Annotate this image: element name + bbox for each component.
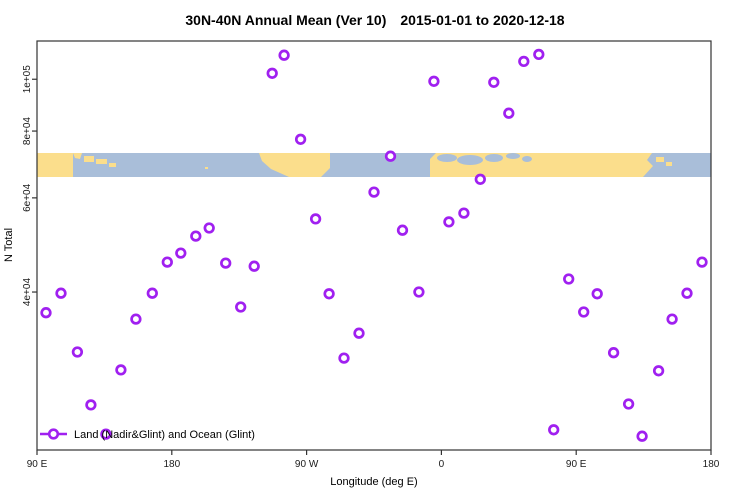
x-axis-title: Longitude (deg E) xyxy=(330,476,417,488)
data-point xyxy=(175,247,187,259)
data-point xyxy=(190,230,202,242)
land-japan-3 xyxy=(109,163,116,167)
data-point xyxy=(652,365,665,377)
data-point xyxy=(636,430,648,442)
land-korea xyxy=(73,153,82,159)
x-tick-label: 90 W xyxy=(295,459,319,470)
data-point xyxy=(413,286,425,298)
y-tick-label: 1e+05 xyxy=(22,65,33,94)
data-point xyxy=(40,307,52,319)
sea-caspian xyxy=(522,156,532,162)
data-point xyxy=(681,287,693,299)
data-point xyxy=(666,313,678,325)
data-point xyxy=(278,49,290,61)
data-point xyxy=(266,67,278,79)
data-point xyxy=(607,347,620,359)
data-points-layer xyxy=(40,48,708,442)
data-point xyxy=(55,287,67,299)
data-point xyxy=(696,256,708,268)
data-point xyxy=(71,346,84,358)
y-tick-label: 6e+04 xyxy=(22,183,33,212)
y-axis-title: N Total xyxy=(3,228,15,262)
data-point xyxy=(518,55,530,68)
data-point xyxy=(428,75,440,87)
data-point xyxy=(130,313,142,325)
data-point xyxy=(100,428,112,440)
data-point xyxy=(323,288,335,300)
data-point xyxy=(474,173,486,185)
data-point xyxy=(146,287,158,299)
data-point xyxy=(396,224,409,236)
sea-west-med xyxy=(437,154,457,162)
legend-point-symbol xyxy=(47,428,60,440)
land-japan-2 xyxy=(96,159,107,164)
land-japan-1 xyxy=(84,156,94,162)
land-asia-left xyxy=(37,153,73,177)
data-point xyxy=(368,186,380,198)
y-tick-label: 8e+04 xyxy=(22,117,33,146)
world-map-band xyxy=(37,153,711,177)
data-point xyxy=(309,213,322,225)
x-tick-label: 0 xyxy=(439,459,445,470)
legend-label: Land (Nadir&Glint) and Ocean (Glint) xyxy=(74,429,255,441)
y-tick-label: 4e+04 xyxy=(22,278,33,307)
land-island-pacific xyxy=(205,167,208,169)
data-point xyxy=(203,222,215,234)
data-point xyxy=(353,327,365,339)
data-point xyxy=(161,256,173,268)
data-point xyxy=(338,352,350,364)
data-point xyxy=(248,260,260,272)
data-point xyxy=(235,301,247,313)
plot-box xyxy=(36,40,712,451)
x-tick-label: 180 xyxy=(703,459,720,470)
x-tick-label: 90 E xyxy=(27,459,48,470)
chart-title: 30N-40N Annual Mean (Ver 10) 2015-01-01 t… xyxy=(185,12,564,28)
data-point xyxy=(488,76,500,88)
data-point xyxy=(220,257,232,269)
chart-title-main: 30N-40N Annual Mean (Ver 10) xyxy=(185,12,386,28)
data-point xyxy=(591,288,603,300)
data-point xyxy=(563,273,575,285)
data-point xyxy=(622,398,635,410)
data-point xyxy=(578,306,590,318)
land-japan-east-2 xyxy=(666,162,672,166)
data-point xyxy=(503,107,515,119)
data-point xyxy=(458,207,470,219)
sea-black xyxy=(506,153,520,159)
x-tick-label: 90 E xyxy=(566,459,587,470)
data-point xyxy=(115,364,127,376)
data-point xyxy=(548,424,560,436)
chart-title-dates: 2015-01-01 to 2020-12-18 xyxy=(400,12,564,28)
x-tick-label: 180 xyxy=(163,459,180,470)
data-point xyxy=(85,399,97,411)
land-north-america xyxy=(259,153,330,177)
data-point xyxy=(533,48,545,61)
legend: Land (Nadir&Glint) and Ocean (Glint) xyxy=(40,428,255,441)
sea-east-med xyxy=(485,154,503,162)
axis-ticks-layer: 90 E 180 90 W 0 90 E 180 4e+04 6e+04 8e+04 1e+05 xyxy=(22,65,720,470)
land-china-coast xyxy=(640,153,653,177)
sea-central-med xyxy=(457,155,483,165)
data-point xyxy=(294,133,307,145)
land-japan-east-1 xyxy=(656,157,664,162)
data-point xyxy=(384,150,397,162)
data-point xyxy=(443,216,455,228)
